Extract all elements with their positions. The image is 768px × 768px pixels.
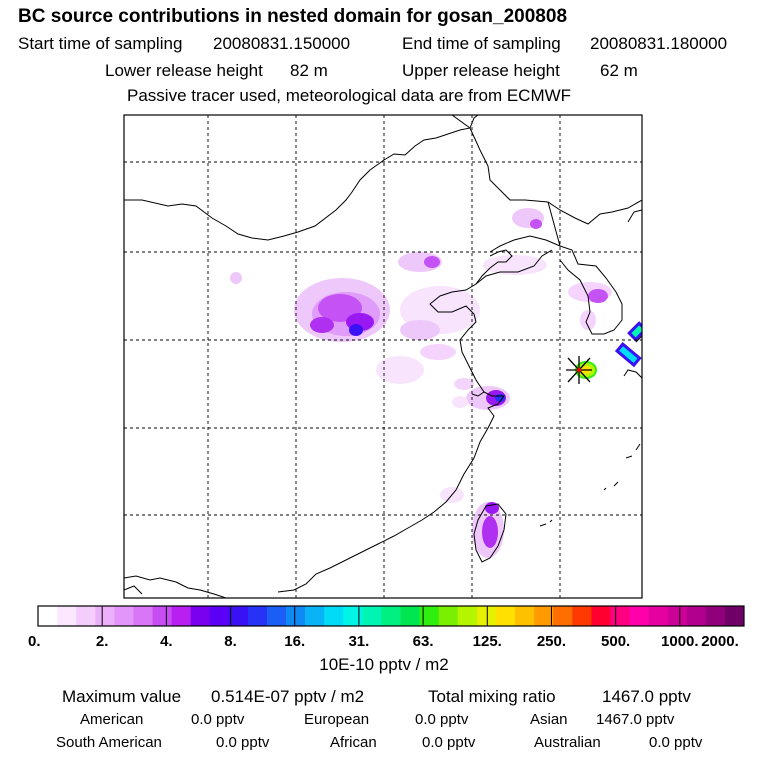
colorbar-swatch <box>171 606 191 626</box>
colorbar-tick-label: 0. <box>28 633 41 650</box>
colorbar-swatch <box>228 606 249 626</box>
colorbar-swatch <box>591 606 611 626</box>
colorbar-swatch <box>266 606 287 626</box>
lat-lon-grid <box>124 115 642 598</box>
colorbar-swatch <box>209 606 230 626</box>
colorbar-swatch <box>667 606 688 626</box>
colorbar-tick-label: 31. <box>348 633 369 650</box>
colorbar-swatch <box>553 606 573 626</box>
max-value-label: Maximum value <box>62 687 182 706</box>
region-south-american-name: South American <box>56 734 162 751</box>
colorbar-swatch <box>76 606 96 626</box>
colorbar-swatch <box>152 606 172 626</box>
colorbar-swatch <box>247 606 268 626</box>
colorbar-swatch <box>495 606 516 626</box>
colorbar-tick-label: 4. <box>160 633 173 650</box>
colorbar-swatch <box>629 606 649 626</box>
colorbar-swatch <box>648 606 668 626</box>
colorbar-swatch <box>610 606 630 626</box>
colorbar <box>37 605 745 627</box>
colorbar-swatch <box>400 606 420 626</box>
colorbar-swatch <box>438 606 459 626</box>
colorbar-swatch <box>724 606 745 626</box>
colorbar-swatch <box>686 606 707 626</box>
colorbar-swatch <box>362 606 382 626</box>
region-european-name: European <box>304 711 370 728</box>
region-african-value: 0.0 pptv <box>422 734 476 751</box>
colorbar-ticks: 0. 2. 4. 8. 16. 31. 63. 125. 250. 500. 1000. 2000. <box>28 606 739 650</box>
colorbar-swatch <box>38 606 58 626</box>
colorbar-tick-label: 8. <box>224 633 237 650</box>
colorbar-swatch <box>457 606 478 626</box>
plume-korea <box>568 282 612 330</box>
colorbar-tick-label: 125. <box>473 633 502 650</box>
colorbar-swatch <box>534 606 554 626</box>
colorbar-swatch <box>419 606 439 626</box>
plume-shanghai <box>452 378 510 410</box>
end-time-value: 20080831.180000 <box>590 34 728 53</box>
receptor-marker <box>566 356 592 384</box>
colorbar-swatch <box>572 606 592 626</box>
start-time-value: 20080831.150000 <box>213 34 351 53</box>
region-african-name: African <box>330 734 377 751</box>
colorbar-swatch <box>381 606 401 626</box>
colorbar-swatch <box>305 606 325 626</box>
colorbar-swatch <box>286 606 306 626</box>
plume-north-china <box>376 286 480 384</box>
colorbar-tick-label: 1000. <box>661 633 699 650</box>
colorbar-tick-label: 16. <box>284 633 305 650</box>
colorbar-tick-label: 500. <box>601 633 630 650</box>
colorbar-swatch <box>324 606 344 626</box>
upper-release-value: 62 m <box>600 61 638 80</box>
receptor-dot-icon <box>577 368 581 372</box>
region-south-american-value: 0.0 pptv <box>216 734 270 751</box>
concentration-field <box>230 208 642 558</box>
plot-title: BC source contributions in nested domain… <box>18 6 568 27</box>
colorbar-swatch <box>190 606 211 626</box>
plume-west <box>230 272 242 284</box>
colorbar-swatch <box>343 606 363 626</box>
max-value: 0.514E-07 pptv / m2 <box>211 687 365 706</box>
region-asian-name: Asian <box>530 711 568 728</box>
map-frame <box>123 114 643 599</box>
region-asian-value: 1467.0 pptv <box>596 711 675 728</box>
plume-japan <box>614 321 642 368</box>
plume-bohai <box>398 252 547 275</box>
end-time-label: End time of sampling <box>402 34 561 53</box>
colorbar-tick-label: 250. <box>537 633 566 650</box>
colorbar-tick-label: 2. <box>96 633 109 650</box>
colorbar-swatch <box>133 606 153 626</box>
lower-release-label: Lower release height <box>105 61 263 80</box>
plume-northeast <box>512 208 544 229</box>
total-mixing-value: 1467.0 pptv <box>602 687 691 706</box>
coastlines-and-borders <box>124 115 642 598</box>
colorbar-tick-label: 63. <box>413 633 434 650</box>
region-american-name: American <box>80 711 144 728</box>
plume-inner-mongolia <box>294 278 390 342</box>
region-european-value: 0.0 pptv <box>415 711 469 728</box>
plot-subtitle: Passive tracer used, meteorological data… <box>127 86 572 105</box>
colorbar-frame <box>37 605 745 627</box>
colorbar-swatch <box>515 606 535 626</box>
start-time-label: Start time of sampling <box>18 34 183 53</box>
colorbar-swatch <box>476 606 497 626</box>
colorbar-swatch <box>705 606 726 626</box>
colorbar-swatch <box>114 606 134 626</box>
colorbar-swatch <box>95 606 115 626</box>
region-australian-value: 0.0 pptv <box>649 734 703 751</box>
region-australian-name: Australian <box>534 734 601 751</box>
colorbar-tick-label: 2000. <box>701 633 739 650</box>
total-mixing-label: Total mixing ratio <box>428 687 556 706</box>
region-american-value: 0.0 pptv <box>191 711 245 728</box>
lower-release-value: 82 m <box>290 61 328 80</box>
upper-release-label: Upper release height <box>402 61 560 80</box>
colorbar-units: 10E-10 pptv / m2 <box>319 655 449 674</box>
colorbar-swatch <box>57 606 77 626</box>
